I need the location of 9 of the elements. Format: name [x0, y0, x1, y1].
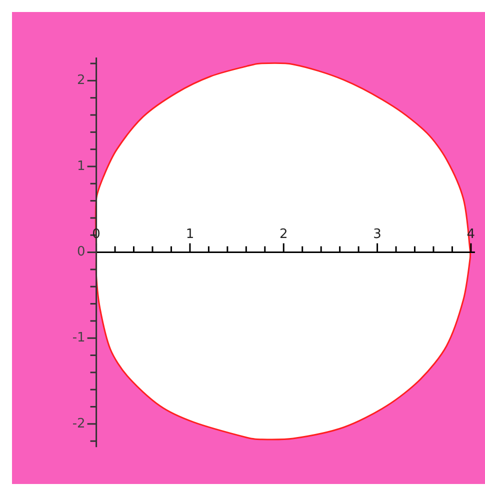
x-tick-label: 1 [186, 227, 194, 242]
y-tick-label: -2 [72, 416, 86, 432]
x-tick-label: 0 [92, 227, 100, 242]
y-tick-label: 1 [77, 158, 86, 174]
x-tick-label: 3 [373, 227, 382, 242]
y-tick-label: 2 [77, 73, 86, 88]
x-tick-label: 2 [279, 227, 288, 242]
y-tick-label: -1 [72, 330, 86, 346]
y-tick-label: 0 [77, 244, 86, 260]
